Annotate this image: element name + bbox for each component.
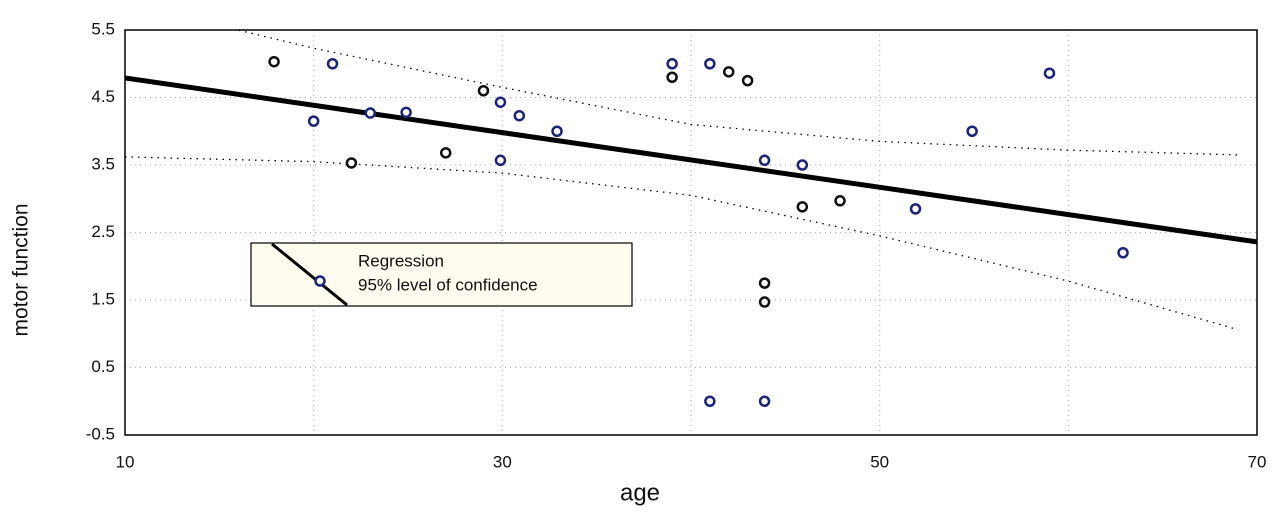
plot-frame [124, 29, 1258, 436]
data-point [364, 107, 377, 119]
x-tick-label: 70 [1248, 452, 1267, 471]
data-point [909, 203, 922, 215]
data-point [307, 115, 320, 127]
data-point [477, 85, 490, 97]
data-point [513, 109, 526, 122]
data-point [268, 55, 280, 68]
x-tick-label: 50 [870, 452, 889, 471]
y-tick-label: 4.5 [91, 87, 115, 106]
legend-point-icon [314, 275, 326, 287]
legend-regression-icon [271, 242, 348, 307]
y-tick-label: -0.5 [86, 424, 115, 443]
data-point [439, 147, 452, 159]
data-point [345, 157, 358, 169]
data-point [722, 66, 735, 78]
regression-line [125, 75, 1257, 245]
x-tick-label: 30 [493, 452, 512, 471]
x-tick-label: 10 [116, 452, 135, 471]
data-point [666, 71, 678, 83]
data-point [494, 96, 507, 108]
y-tick-label: 0.5 [91, 357, 115, 376]
data-point [400, 106, 412, 119]
data-point [796, 159, 809, 171]
data-point [1117, 247, 1129, 259]
data-point [758, 277, 771, 289]
data-point [741, 74, 754, 87]
data-point [796, 201, 809, 213]
x-axis-label: age [620, 479, 660, 506]
data-point [1043, 67, 1056, 79]
data-point [704, 395, 716, 407]
y-tick-label: 1.5 [91, 289, 115, 308]
data-point [666, 58, 678, 70]
data-point [494, 154, 507, 167]
data-point [758, 154, 771, 167]
y-axis-label: motor function [10, 203, 33, 336]
data-point [704, 58, 716, 70]
confidence-lower [125, 156, 1239, 331]
legend-label: Regression [358, 251, 444, 270]
plot-area [125, 30, 1257, 407]
data-point [326, 58, 339, 70]
data-point [966, 125, 978, 137]
y-tick-label: 2.5 [91, 222, 115, 241]
data-point [758, 296, 771, 308]
y-tick-label: 5.5 [91, 19, 115, 38]
data-point [834, 195, 846, 207]
data-point [758, 395, 771, 407]
legend-label: 95% level of confidence [358, 275, 538, 294]
confidence-upper [234, 30, 1239, 156]
legend-box [250, 242, 633, 307]
data-point [551, 125, 563, 137]
y-tick-label: 3.5 [91, 154, 115, 173]
